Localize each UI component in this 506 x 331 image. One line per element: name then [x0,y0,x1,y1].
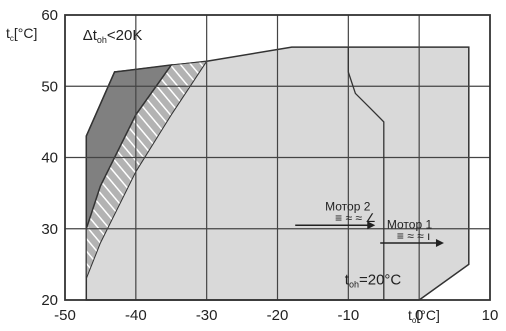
y-tick-label: 30 [41,221,58,238]
x-axis-title: to[°C] [408,307,440,325]
toh-annotation: toh=20°C [345,271,402,289]
x-tick-label: -10 [337,307,359,324]
plot-area [64,14,491,301]
y-axis-title: tc[°C] [6,25,37,43]
y-tick-label: 60 [41,7,58,24]
motor-2-sublabel: ≡ ≈ ≈ ∠ [335,211,376,225]
motor-boundary-line [347,47,385,300]
x-tick-label: -20 [267,307,289,324]
x-tick-label: -40 [125,307,147,324]
delta-toh-annotation: Δtoh<20K [83,27,143,45]
y-tick-label: 20 [41,292,58,309]
motor-2-arrow-head [367,221,376,230]
motor-1-arrow-head [435,239,444,247]
motor-1-label: Мотор 1 [387,217,433,231]
x-tick-label: -50 [54,307,76,324]
plot-frame [64,14,491,301]
y-tick-label: 40 [41,150,58,167]
x-tick-label: -30 [196,307,218,324]
y-tick-label: 50 [41,78,58,95]
dark-region [85,63,173,230]
x-tick-label: 0 [415,307,423,324]
motor-2-label: Мотор 2 [325,200,371,214]
motor-1-sublabel: ≡ ≈ ≈ ı [397,229,431,243]
x-tick-label: 10 [482,307,499,324]
